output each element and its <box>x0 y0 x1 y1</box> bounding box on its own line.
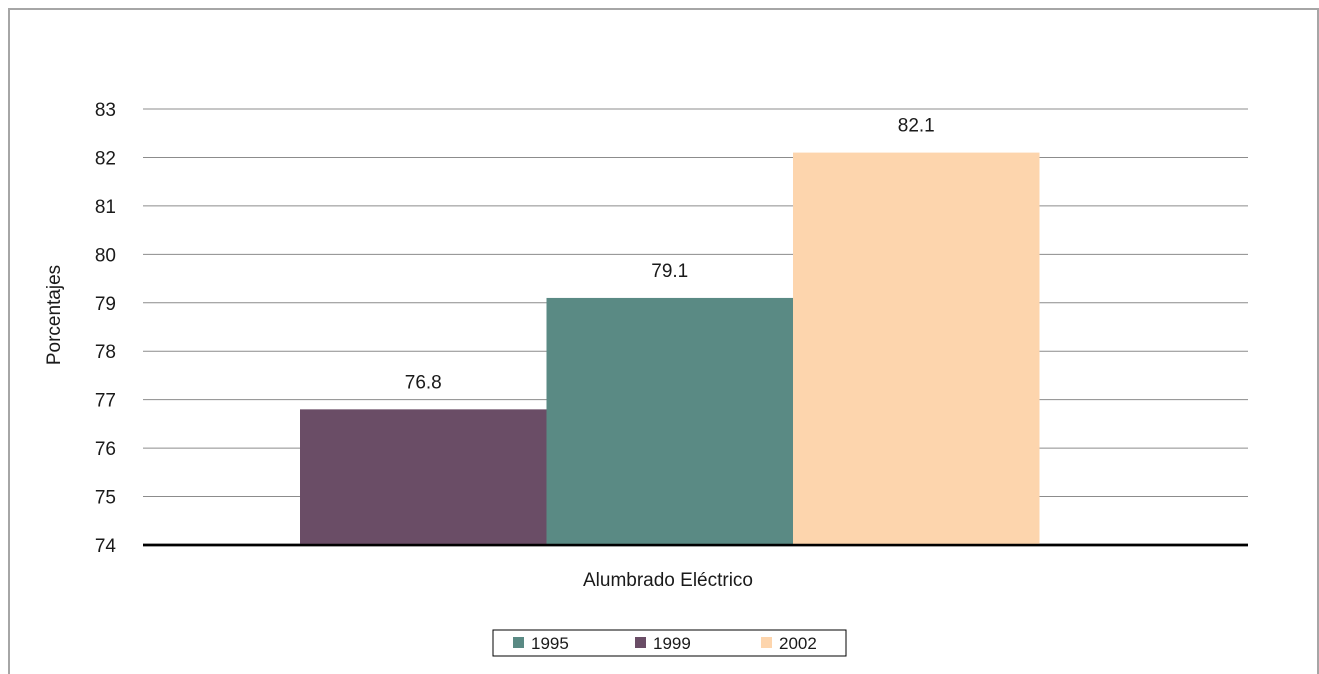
bars <box>143 152 1248 547</box>
data-labels: 76.8 79.1 82.1 <box>405 116 935 394</box>
bar-1995 <box>546 297 793 545</box>
y-tick-label: 75 <box>95 488 116 509</box>
bar-1999 <box>300 409 547 545</box>
y-tick-label: 80 <box>95 245 116 266</box>
y-tick-label: 81 <box>95 197 116 218</box>
legend-swatch-2002 <box>761 637 772 648</box>
y-tick-label: 83 <box>95 100 116 121</box>
y-tick-label: 78 <box>95 342 116 363</box>
x-axis-title: Alumbrado Eléctrico <box>583 570 753 591</box>
data-label-1999: 76.8 <box>405 372 442 393</box>
legend-label-2002: 2002 <box>779 634 817 653</box>
y-tick-label: 77 <box>95 391 116 412</box>
bar-2002 <box>793 152 1040 545</box>
legend-swatch-1995 <box>513 637 524 648</box>
data-label-1995: 79.1 <box>651 261 688 282</box>
y-axis-ticks: 74 75 76 77 78 79 80 81 82 83 <box>95 100 117 557</box>
legend-label-1999: 1999 <box>653 634 691 653</box>
data-label-2002: 82.1 <box>898 116 935 137</box>
y-tick-label: 79 <box>95 294 116 315</box>
y-axis-title: Porcentajes <box>44 265 65 365</box>
legend-label-1995: 1995 <box>531 634 569 653</box>
legend: 1995 1999 2002 <box>492 629 847 657</box>
y-tick-label: 76 <box>95 439 116 460</box>
legend-box <box>492 629 847 657</box>
y-tick-label: 74 <box>95 536 117 557</box>
y-tick-label: 82 <box>95 148 116 169</box>
legend-swatch-1999 <box>635 637 646 648</box>
